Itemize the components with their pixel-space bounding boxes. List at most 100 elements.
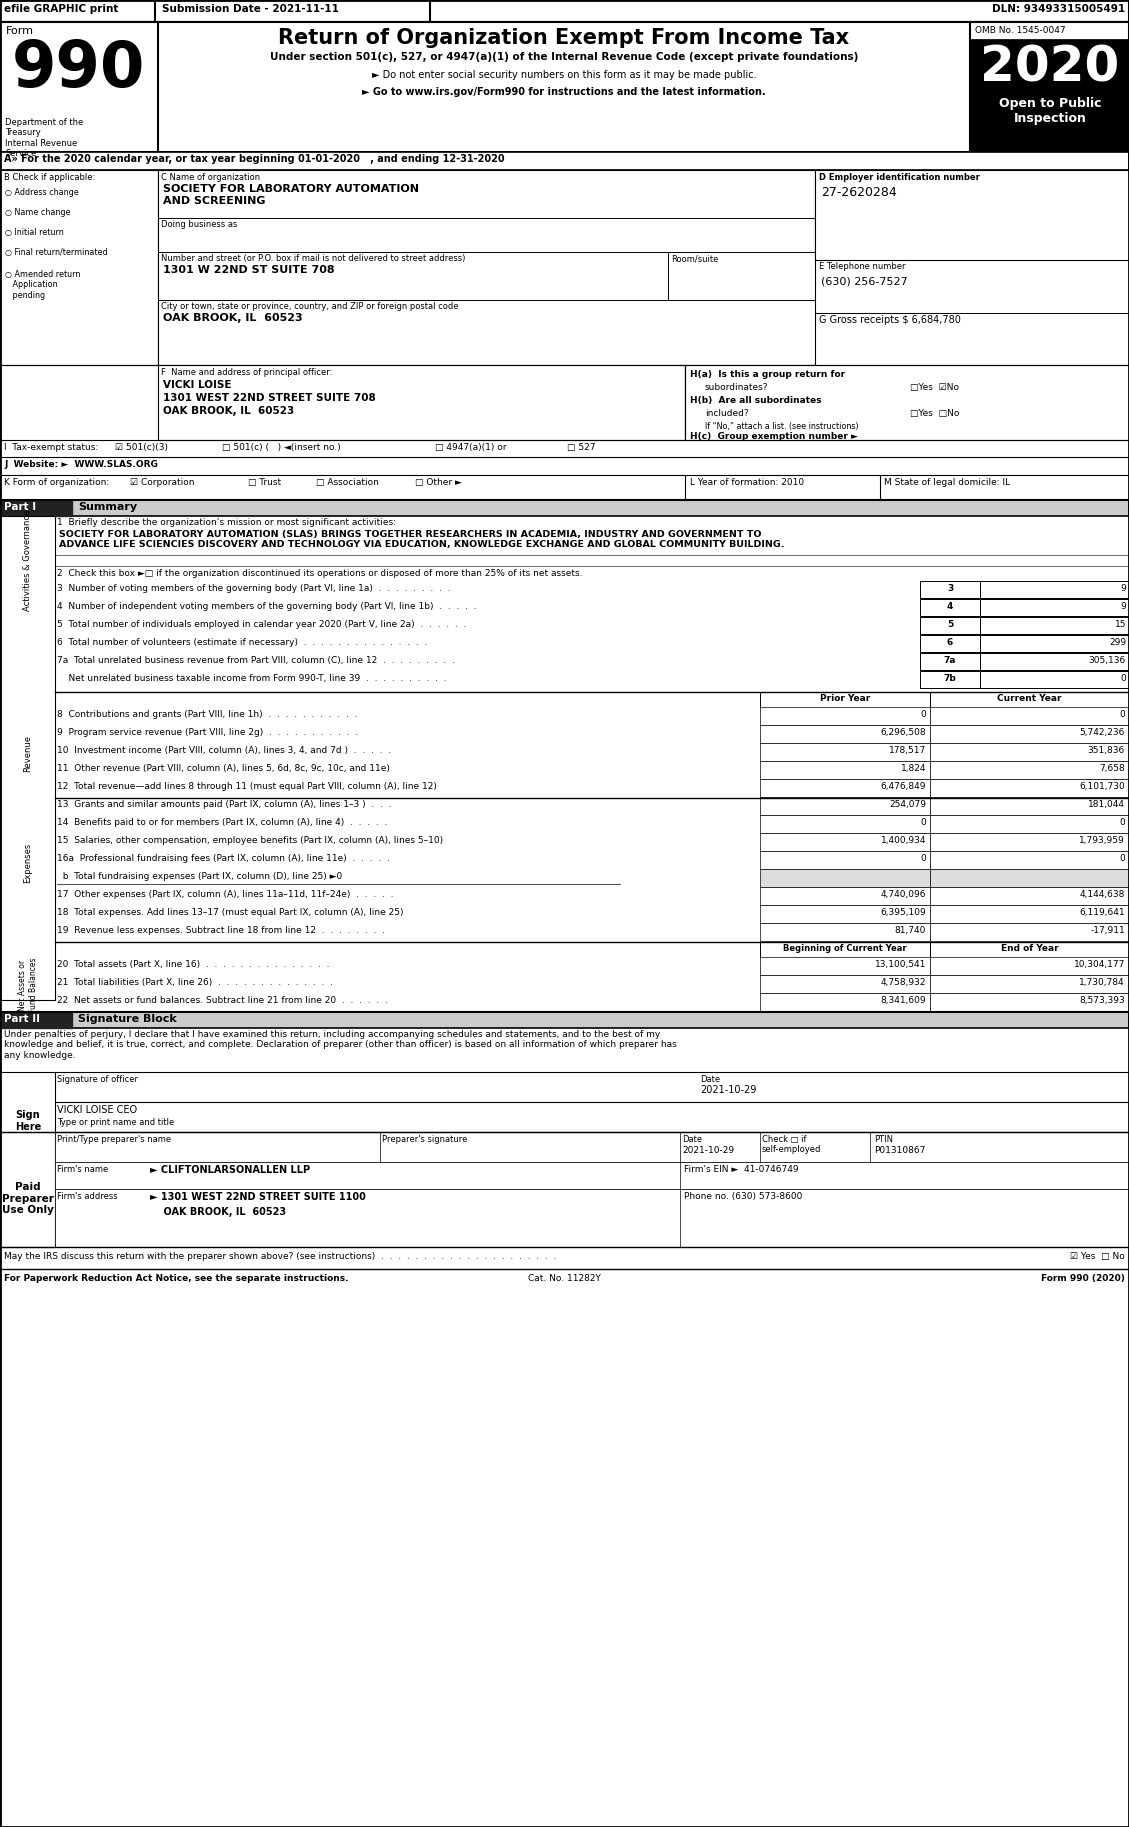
Text: Room/suite: Room/suite <box>671 254 718 263</box>
Bar <box>0 0 1129 22</box>
Text: SOCIETY FOR LABORATORY AUTOMATION (SLAS) BRINGS TOGETHER RESEARCHERS IN ACADEMIA: SOCIETY FOR LABORATORY AUTOMATION (SLAS)… <box>59 530 785 550</box>
Text: 6,119,641: 6,119,641 <box>1079 908 1124 917</box>
Text: 5: 5 <box>947 619 953 628</box>
Text: OAK BROOK, IL  60523: OAK BROOK, IL 60523 <box>163 406 295 417</box>
Text: G Gross receipts $ 6,684,780: G Gross receipts $ 6,684,780 <box>819 314 961 325</box>
Bar <box>760 904 930 923</box>
Bar <box>930 762 1129 778</box>
Text: 6: 6 <box>947 638 953 647</box>
Text: -17,911: -17,911 <box>1091 926 1124 935</box>
Text: Firm's name: Firm's name <box>56 1166 108 1175</box>
Text: Beginning of Current Year: Beginning of Current Year <box>784 945 907 954</box>
Text: 299: 299 <box>1109 638 1126 647</box>
Bar <box>55 1133 1129 1162</box>
Text: Print/Type preparer's name: Print/Type preparer's name <box>56 1135 172 1144</box>
Bar <box>0 1072 55 1153</box>
Text: 9  Program service revenue (Part VIII, line 2g)  .  .  .  .  .  .  .  .  .  .  .: 9 Program service revenue (Part VIII, li… <box>56 727 358 736</box>
Text: 5  Total number of individuals employed in calendar year 2020 (Part V, line 2a) : 5 Total number of individuals employed i… <box>56 619 466 628</box>
Text: □ Other ►: □ Other ► <box>415 479 462 488</box>
Text: 3: 3 <box>947 585 953 594</box>
Bar <box>930 904 1129 923</box>
Text: 6,476,849: 6,476,849 <box>881 782 926 791</box>
Bar <box>930 870 1129 886</box>
Text: ○ Address change: ○ Address change <box>5 188 79 197</box>
Text: ☑ 501(c)(3): ☑ 501(c)(3) <box>115 442 168 451</box>
Text: H(a)  Is this a group return for: H(a) Is this a group return for <box>690 371 846 378</box>
Text: □ 4947(a)(1) or: □ 4947(a)(1) or <box>435 442 507 451</box>
Text: 21  Total liabilities (Part X, line 26)  .  .  .  .  .  .  .  .  .  .  .  .  .  : 21 Total liabilities (Part X, line 26) .… <box>56 977 333 987</box>
Text: 1301 W 22ND ST SUITE 708: 1301 W 22ND ST SUITE 708 <box>163 265 334 276</box>
Text: 9: 9 <box>1120 585 1126 594</box>
Text: 8  Contributions and grants (Part VIII, line 1h)  .  .  .  .  .  .  .  .  .  .  : 8 Contributions and grants (Part VIII, l… <box>56 711 358 720</box>
Text: P01310867: P01310867 <box>874 1146 926 1155</box>
Text: 20  Total assets (Part X, line 16)  .  .  .  .  .  .  .  .  .  .  .  .  .  .  .: 20 Total assets (Part X, line 16) . . . … <box>56 959 330 968</box>
Text: K Form of organization:: K Form of organization: <box>5 479 110 488</box>
Bar <box>760 778 930 797</box>
Bar <box>760 815 930 833</box>
Text: 17  Other expenses (Part IX, column (A), lines 11a–11d, 11f–24e)  .  .  .  .  .: 17 Other expenses (Part IX, column (A), … <box>56 890 394 899</box>
Text: Date: Date <box>700 1074 720 1083</box>
Text: VICKI LOISE: VICKI LOISE <box>163 380 231 389</box>
Text: 4,758,932: 4,758,932 <box>881 977 926 987</box>
Text: 4,144,638: 4,144,638 <box>1079 890 1124 899</box>
Text: Revenue: Revenue <box>24 736 33 773</box>
Bar <box>55 1162 1129 1189</box>
Text: ○ Name change: ○ Name change <box>5 208 70 217</box>
Text: 9: 9 <box>1120 603 1126 610</box>
Text: 10  Investment income (Part VIII, column (A), lines 3, 4, and 7d )  .  .  .  .  : 10 Investment income (Part VIII, column … <box>56 745 391 755</box>
Text: Department of the
Treasury
Internal Revenue
Service: Department of the Treasury Internal Reve… <box>5 119 84 159</box>
Text: 13,100,541: 13,100,541 <box>875 959 926 968</box>
Text: I  Tax-exempt status:: I Tax-exempt status: <box>5 442 98 451</box>
Bar <box>930 815 1129 833</box>
Bar <box>760 870 930 886</box>
Bar <box>920 618 980 634</box>
Bar <box>930 725 1129 744</box>
Text: □Yes  □No: □Yes □No <box>910 409 960 418</box>
Text: May the IRS discuss this return with the preparer shown above? (see instructions: May the IRS discuss this return with the… <box>5 1251 557 1261</box>
Text: 1301 WEST 22ND STREET SUITE 708: 1301 WEST 22ND STREET SUITE 708 <box>163 393 376 404</box>
Text: 990: 990 <box>12 38 146 100</box>
Text: Doing business as: Doing business as <box>161 219 237 228</box>
Text: 0: 0 <box>1120 674 1126 683</box>
Text: B Check if applicable:: B Check if applicable: <box>5 174 95 183</box>
Bar <box>970 95 1129 152</box>
Text: OMB No. 1545-0047: OMB No. 1545-0047 <box>975 26 1066 35</box>
Bar <box>0 501 72 515</box>
Text: subordinates?: subordinates? <box>704 384 769 393</box>
Text: 6,395,109: 6,395,109 <box>881 908 926 917</box>
Bar <box>930 707 1129 725</box>
Bar <box>760 851 930 870</box>
Text: A» For the 2020 calendar year, or tax year beginning 01-01-2020   , and ending 1: A» For the 2020 calendar year, or tax ye… <box>5 153 505 164</box>
Text: If “No,” attach a list. (see instructions): If “No,” attach a list. (see instruction… <box>704 422 859 431</box>
Text: Current Year: Current Year <box>997 694 1061 703</box>
Text: Firm's address: Firm's address <box>56 1191 117 1200</box>
Bar <box>760 744 930 762</box>
Bar <box>980 671 1129 689</box>
Text: 351,836: 351,836 <box>1087 745 1124 755</box>
Bar <box>815 170 1129 259</box>
Text: Part II: Part II <box>5 1014 40 1023</box>
Bar <box>55 1189 1129 1248</box>
Text: 7a: 7a <box>944 656 956 665</box>
Text: Prior Year: Prior Year <box>820 694 870 703</box>
Bar <box>0 501 1129 515</box>
Text: 8,341,609: 8,341,609 <box>881 996 926 1005</box>
Text: □ 527: □ 527 <box>567 442 595 451</box>
Text: PTIN: PTIN <box>874 1135 893 1144</box>
Bar <box>930 797 1129 815</box>
Bar <box>760 923 930 941</box>
Bar <box>920 652 980 671</box>
Text: 2021-10-29: 2021-10-29 <box>700 1085 756 1094</box>
Text: Cat. No. 11282Y: Cat. No. 11282Y <box>528 1273 601 1283</box>
Text: 0: 0 <box>1119 818 1124 828</box>
Text: 19  Revenue less expenses. Subtract line 18 from line 12  .  .  .  .  .  .  .  .: 19 Revenue less expenses. Subtract line … <box>56 926 385 935</box>
Text: 16a  Professional fundraising fees (Part IX, column (A), line 11e)  .  .  .  .  : 16a Professional fundraising fees (Part … <box>56 853 390 862</box>
Bar <box>760 994 930 1010</box>
Text: 12  Total revenue—add lines 8 through 11 (must equal Part VIII, column (A), line: 12 Total revenue—add lines 8 through 11 … <box>56 782 437 791</box>
Text: Signature of officer: Signature of officer <box>56 1074 138 1083</box>
Text: 7b: 7b <box>944 674 956 683</box>
Bar <box>760 943 930 957</box>
Bar <box>930 692 1129 709</box>
Text: 27-2620284: 27-2620284 <box>821 186 896 199</box>
Text: 6  Total number of volunteers (estimate if necessary)  .  .  .  .  .  .  .  .  .: 6 Total number of volunteers (estimate i… <box>56 638 428 647</box>
